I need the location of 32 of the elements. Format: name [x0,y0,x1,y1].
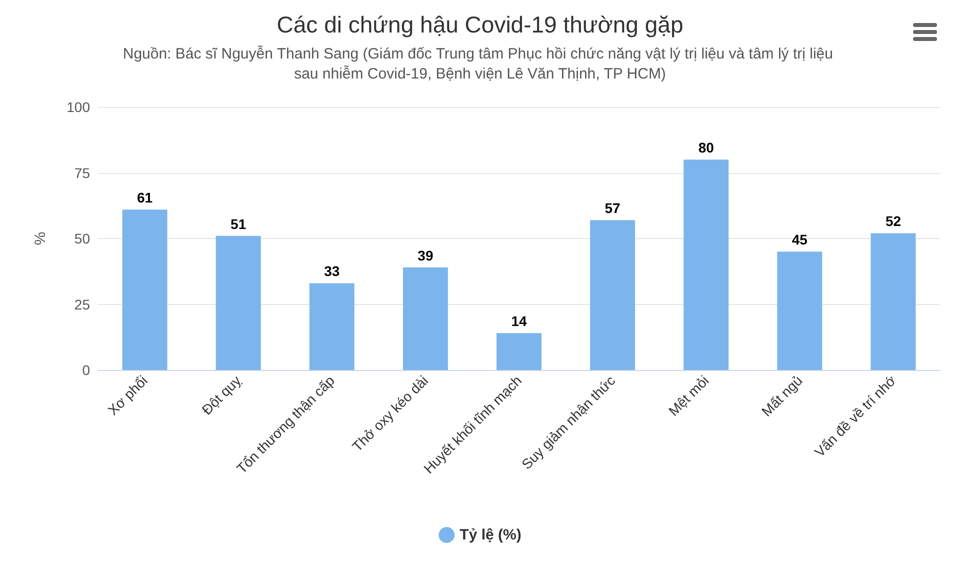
bar [216,236,261,370]
y-axis-title: % [32,232,49,246]
bar [309,283,354,370]
y-tick-label: 75 [74,164,90,181]
data-label: 39 [418,247,434,264]
data-label: 14 [511,313,527,330]
bar [402,267,448,370]
y-tick-label: 0 [82,362,90,378]
bar [870,233,916,370]
y-tick-label: 50 [74,230,90,246]
data-label: 57 [604,200,621,216]
bar [122,210,168,370]
data-label: 61 [136,190,153,206]
x-tick-label: Mất ngủ [758,372,806,420]
x-tick-label: Mệt mỏi [665,372,712,419]
data-label: 33 [324,263,340,280]
bar [496,333,542,370]
data-label: 45 [792,232,808,248]
x-tick-label: Vấn đề về trí nhớ [811,372,899,460]
legend-label: Tỷ lệ (%) [460,526,522,544]
x-tick-label: Đột quỵ [198,372,244,418]
data-label: 51 [230,216,246,232]
y-tick-label: 25 [74,296,90,312]
data-label: 52 [885,213,902,230]
bar [777,252,822,370]
data-label: 80 [698,140,714,156]
x-tick-label: Thở oxy kéo dài [348,372,432,454]
y-tick-label: 100 [66,99,90,115]
chart-title: Các di chứng hậu Covid-19 thường gặp [276,12,684,38]
bar [684,160,729,370]
chart-subtitle: Nguồn: Bác sĩ Nguyễn Thanh Sang (Giám đốc Trung tâm Phục hồi chức năng vật lý trị liệu và tâm lý trị liệu sau nhiễm Covid-19, Bệnh viện Lê Văn Thịnh, TP HCM) [122,46,838,82]
bar [590,220,636,370]
